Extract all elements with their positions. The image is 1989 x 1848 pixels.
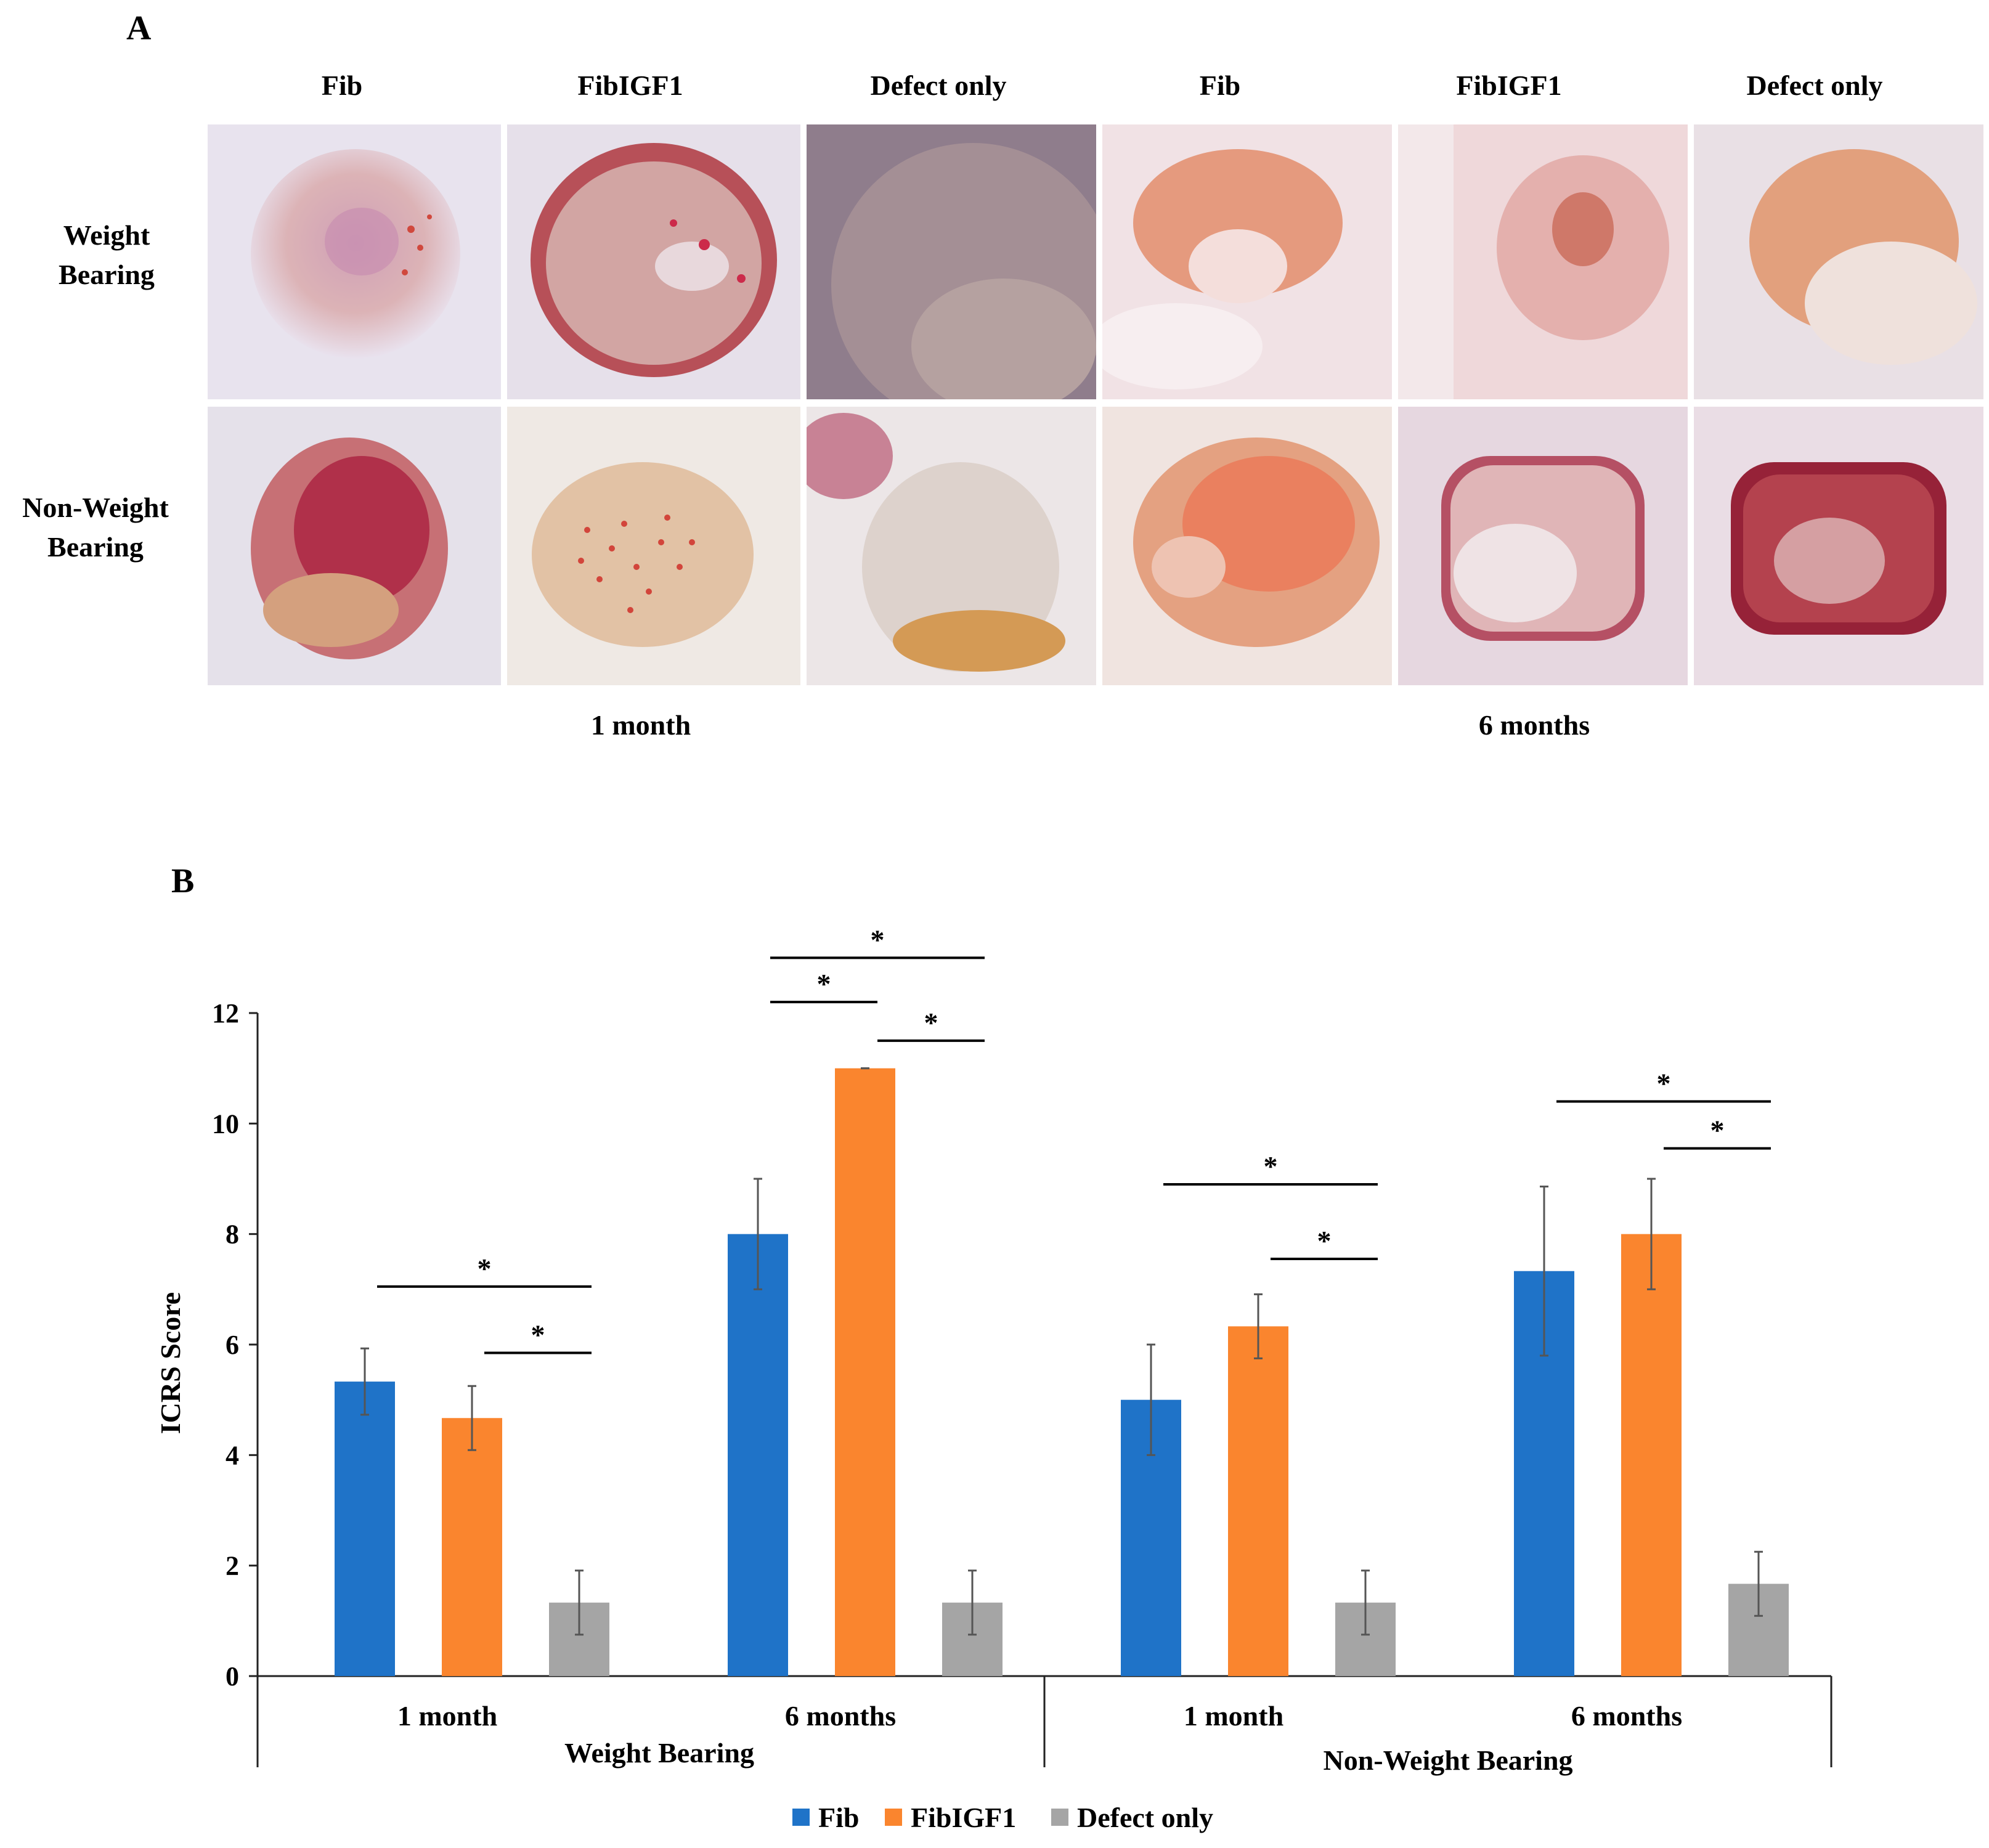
row-label-weight-line2: Bearing [59, 259, 155, 290]
photo-wb-defect-6m [1694, 124, 1983, 399]
photo-nwb-defect-1m [807, 407, 1096, 685]
bar-0-1 [728, 1234, 788, 1676]
photo-wb-fibigf1-6m [1398, 124, 1688, 399]
photo-nwb-fib-1m [208, 407, 501, 685]
y-axis-label: ICRS Score [155, 1292, 186, 1434]
photo-wb-defect-1m [807, 124, 1096, 399]
y-tick-label: 0 [226, 1661, 239, 1691]
x-group-label: 1 month [397, 1700, 497, 1732]
significance-star: * [924, 1007, 938, 1038]
photo-wb-fib-1m [208, 124, 501, 399]
y-tick-label: 12 [212, 998, 239, 1028]
col-label-defect-1m: Defect only [870, 70, 1007, 101]
legend-swatch [885, 1809, 902, 1826]
photo-nwb-fibigf1-1m [507, 407, 800, 685]
period-label-6-months: 6 months [1478, 709, 1590, 741]
significance-star: * [871, 924, 885, 955]
x-group-label: 6 months [1571, 1700, 1682, 1732]
significance-star: * [1657, 1067, 1671, 1099]
panel-b-letter: B [171, 862, 195, 900]
bar-0-0 [335, 1382, 395, 1676]
col-label-fibigf1-6m: FibIGF1 [1456, 70, 1562, 101]
significance-star: * [1317, 1225, 1332, 1256]
bar-1-0 [442, 1418, 502, 1676]
legend-swatch [792, 1809, 810, 1826]
y-tick-label: 4 [226, 1440, 239, 1470]
period-label-1-month: 1 month [590, 709, 691, 741]
row-label-nonweight-line1: Non-Weight [22, 492, 169, 523]
photo-nwb-defect-6m [1694, 407, 1983, 685]
row-label-weight-bearing: Weight Bearing [5, 216, 208, 295]
significance-star: * [817, 968, 831, 999]
legend-label: FibIGF1 [911, 1802, 1016, 1833]
y-tick-label: 6 [226, 1330, 239, 1360]
bar-1-3 [1621, 1234, 1682, 1676]
photo-nwb-fibigf1-6m [1398, 407, 1688, 685]
photo-wb-fibigf1-1m [507, 124, 800, 399]
col-label-fib-1m: Fib [321, 70, 363, 101]
bar-1-1 [835, 1068, 895, 1676]
significance-star: * [1264, 1150, 1278, 1182]
icrs-bar-chart: 0 2 4 6 8 10 12 ICRS Score * * * * * * * * * 1 month 6 mon… [155, 924, 1832, 1833]
y-tick-label: 2 [226, 1551, 239, 1581]
significance-star: * [1710, 1115, 1725, 1146]
panel-a-letter: A [126, 9, 152, 47]
x-group-label: 1 month [1184, 1700, 1283, 1732]
row-label-weight-line1: Weight [63, 219, 150, 251]
row-label-non-weight-bearing: Non-Weight Bearing [0, 488, 197, 567]
col-label-fib-6m: Fib [1199, 70, 1241, 101]
significance-star: * [531, 1319, 545, 1350]
legend-label: Fib [818, 1802, 859, 1833]
y-tick-label: 8 [226, 1219, 239, 1250]
y-tick-label: 10 [212, 1109, 239, 1139]
x-supergroup-label: Weight Bearing [564, 1737, 754, 1769]
legend-label: Defect only [1077, 1802, 1213, 1833]
col-label-defect-6m: Defect only [1746, 70, 1883, 101]
x-group-label: 6 months [785, 1700, 896, 1732]
x-supergroup-label: Non-Weight Bearing [1323, 1744, 1572, 1776]
photo-nwb-fib-6m [1102, 407, 1392, 685]
significance-star: * [478, 1253, 492, 1284]
legend-swatch [1051, 1809, 1068, 1826]
bar-1-2 [1228, 1326, 1288, 1676]
row-label-nonweight-line2: Bearing [47, 531, 144, 563]
photo-wb-fib-6m [1102, 124, 1392, 399]
col-label-fibigf1-1m: FibIGF1 [577, 70, 683, 101]
